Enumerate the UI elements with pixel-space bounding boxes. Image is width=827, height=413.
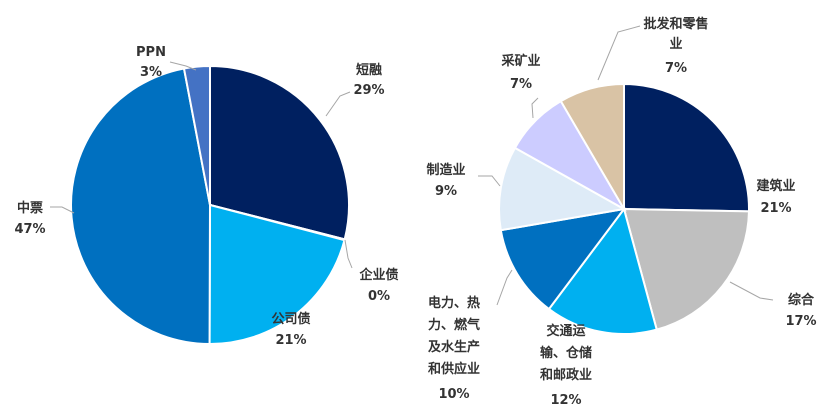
label-mtn: 中票 — [17, 200, 43, 216]
pct-ppn: 3% — [140, 65, 162, 80]
pct-composite: 17% — [785, 314, 816, 329]
label-wholesale-line2: 业 — [669, 36, 682, 52]
label-mining: 采矿业 — [500, 53, 540, 69]
pct-mining: 7% — [510, 77, 532, 92]
industry-slice-6 — [559, 82, 625, 213]
label-manufacturing: 制造业 — [426, 162, 465, 178]
leader-ppn — [169, 61, 197, 71]
pct-short-financing: 29% — [353, 83, 384, 98]
label-short-financing: 短融 — [356, 62, 382, 78]
label-wholesale-line1: 批发和零售 — [643, 16, 708, 32]
label-power: 电力、热力、燃气及水生产和供应业 — [428, 295, 480, 377]
pct-mtn: 47% — [14, 222, 45, 237]
leader-short-financing — [325, 91, 351, 117]
leader-lines — [50, 25, 774, 306]
pct-wholesale: 7% — [665, 61, 687, 76]
label-composite: 综合 — [788, 292, 815, 308]
leader-power — [496, 269, 513, 306]
leader-mtn — [50, 206, 75, 214]
industry-slice-4 — [498, 146, 627, 232]
label-enterprise-bond: 企业债 — [358, 267, 398, 283]
label-power-line3: 及水生产 — [428, 339, 480, 355]
pct-transport: 12% — [550, 393, 581, 408]
leader-manufacturing — [478, 175, 501, 187]
bond-type-slice-4 — [182, 64, 211, 206]
industry-slice-0 — [623, 82, 750, 213]
bond-type-slice-0 — [209, 64, 350, 241]
label-power-line4: 和供应业 — [428, 361, 480, 377]
leader-composite — [729, 281, 774, 301]
pct-power: 10% — [438, 387, 469, 402]
label-corporate-bond: 公司债 — [271, 311, 310, 327]
industry-slice-1 — [622, 207, 750, 331]
industry-slice-3 — [499, 207, 627, 311]
bond-type-pie — [70, 64, 350, 346]
industry-pie — [498, 82, 750, 335]
label-transport-line2: 输、仓储 — [540, 345, 592, 361]
bond-type-slice-2 — [208, 203, 346, 346]
leader-mining — [531, 97, 539, 119]
label-transport-line3: 和邮政业 — [540, 367, 592, 383]
label-power-line2: 力、燃气 — [428, 317, 480, 333]
pct-enterprise-bond: 0% — [368, 289, 390, 304]
label-power-line1: 电力、热 — [428, 295, 480, 311]
label-construction: 建筑业 — [756, 178, 795, 194]
label-transport: 交通运输、仓储和邮政业 — [540, 323, 592, 383]
pct-construction: 21% — [760, 201, 791, 216]
leader-enterprise-bond — [344, 239, 353, 269]
bond-type-slice-3 — [70, 67, 212, 346]
leader-wholesale — [597, 25, 641, 81]
industry-slice-2 — [547, 206, 658, 335]
label-ppn: PPN — [136, 45, 166, 60]
label-transport-line1: 交通运 — [546, 323, 585, 339]
pct-manufacturing: 9% — [435, 184, 457, 199]
label-wholesale: 批发和零售业 — [643, 16, 708, 52]
pct-corporate-bond: 21% — [275, 333, 306, 348]
